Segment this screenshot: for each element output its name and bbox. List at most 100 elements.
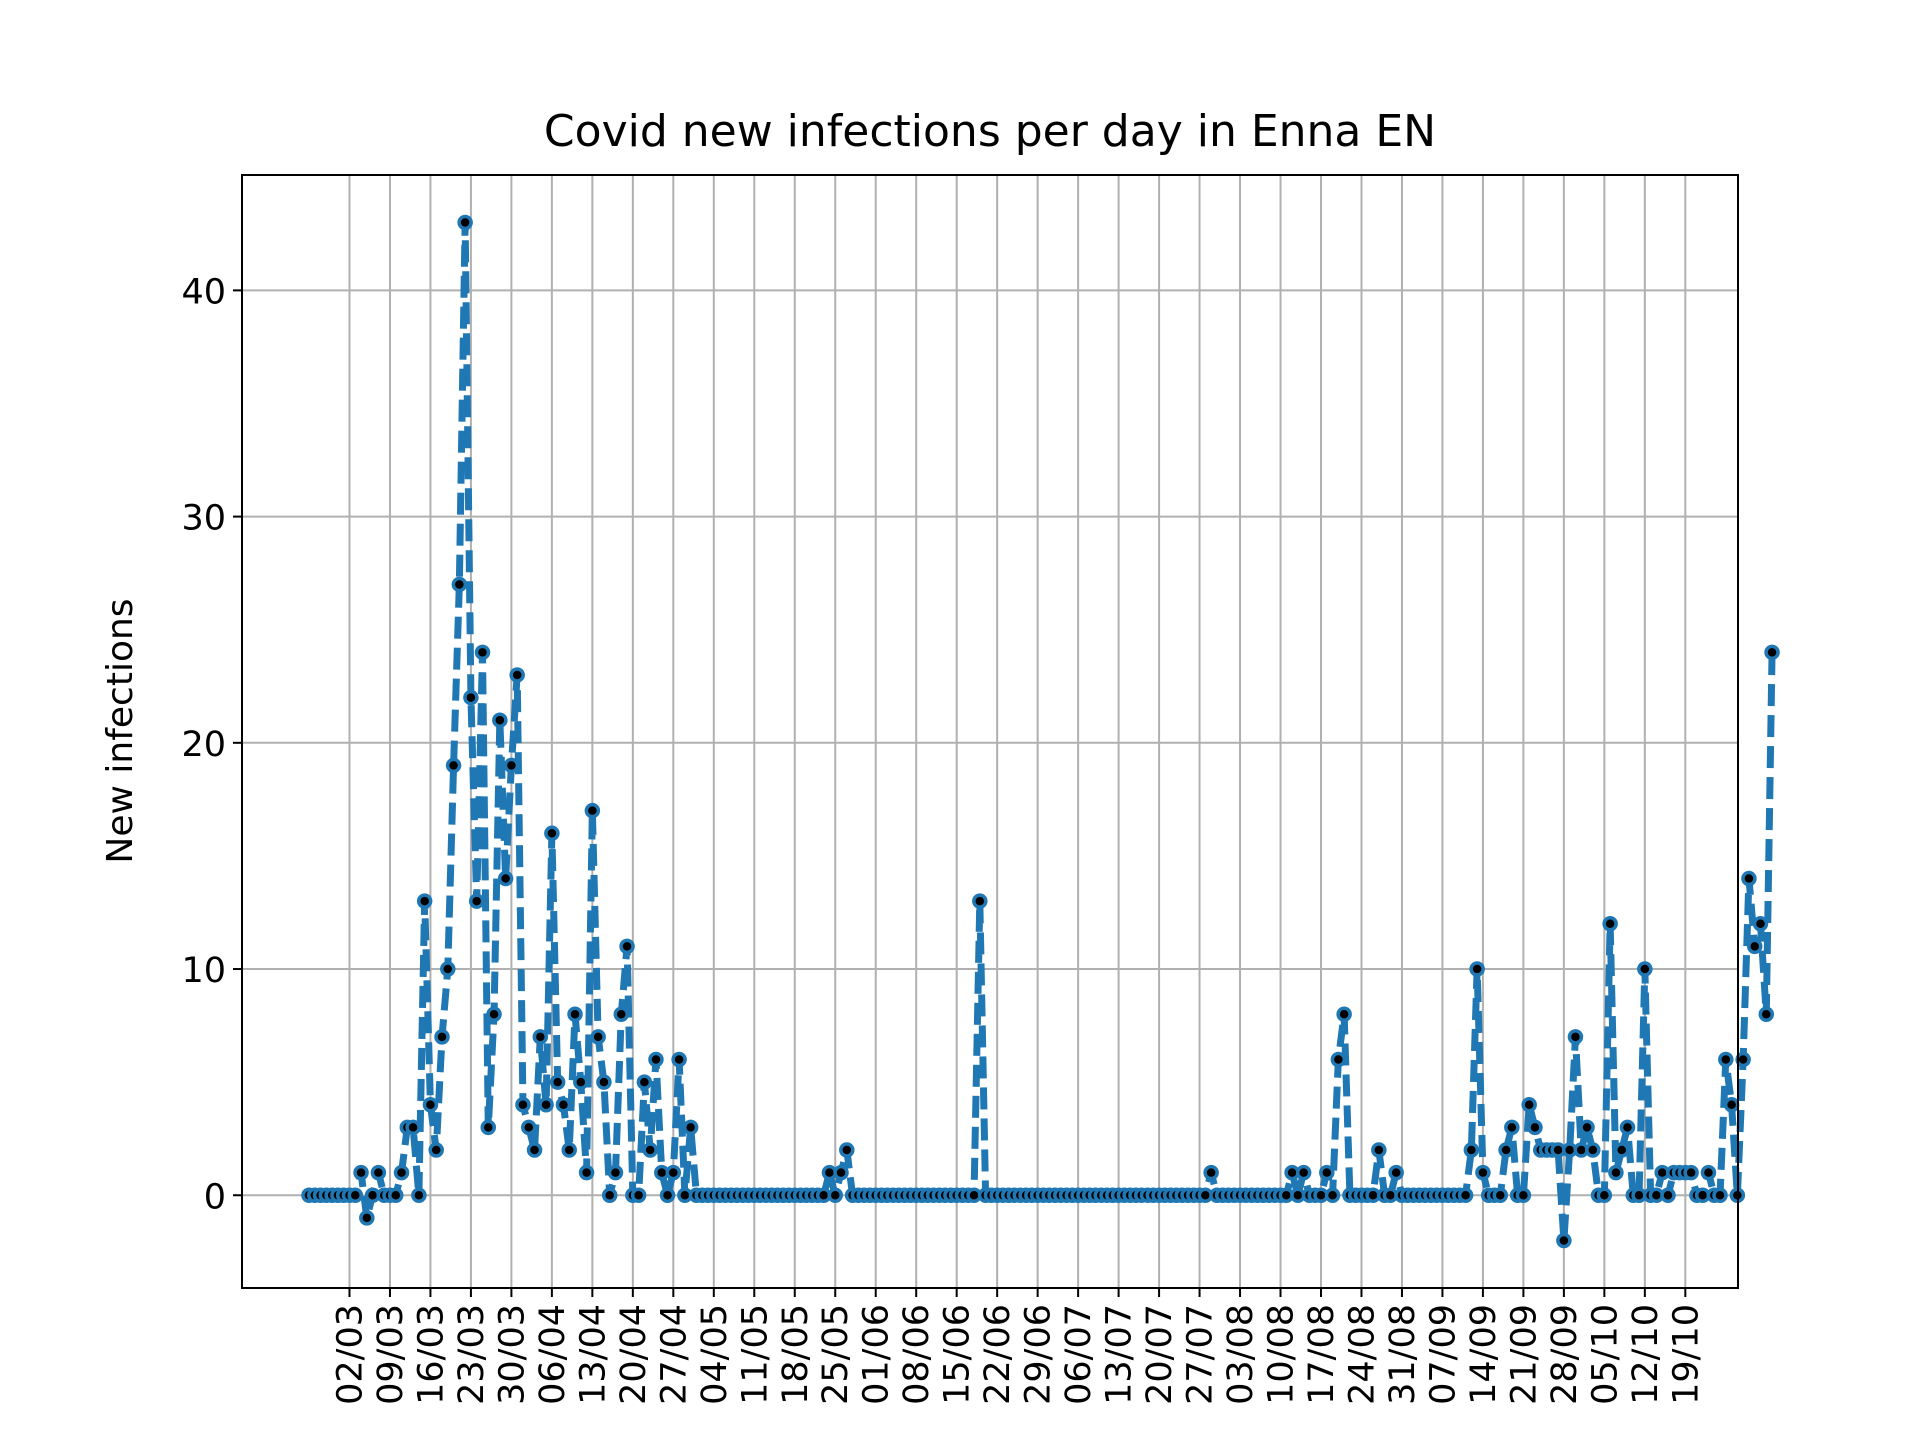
- x-tick-label: 07/09: [1423, 1304, 1463, 1405]
- data-point: [573, 1074, 589, 1090]
- x-tick-label: 13/07: [1100, 1304, 1140, 1405]
- data-point: [1764, 644, 1780, 661]
- x-tick-label: 31/08: [1383, 1304, 1423, 1405]
- data-point: [619, 938, 635, 955]
- data-point: [1683, 1164, 1699, 1181]
- data-point: [445, 757, 462, 774]
- x-tick-label: 25/05: [816, 1304, 856, 1405]
- x-tick-label: 09/03: [371, 1304, 411, 1405]
- data-point: [1752, 916, 1769, 932]
- data-point: [405, 1119, 421, 1136]
- data-point: [1469, 961, 1485, 977]
- data-point: [370, 1164, 387, 1181]
- data-point: [1475, 1164, 1491, 1181]
- x-tick-label: 11/05: [735, 1304, 775, 1405]
- x-tick-label: 06/07: [1059, 1304, 1099, 1405]
- x-tick-label: 23/03: [452, 1304, 492, 1405]
- data-point: [671, 1051, 687, 1068]
- data-point: [1457, 1187, 1474, 1203]
- data-point: [1492, 1187, 1509, 1203]
- data-point: [422, 1097, 439, 1113]
- data-point: [1700, 1164, 1717, 1181]
- data-point: [1746, 938, 1763, 955]
- data-point: [1660, 1187, 1676, 1203]
- x-tick-label: 04/05: [695, 1304, 735, 1405]
- data-point: [590, 1029, 606, 1045]
- x-tick-label: 02/03: [330, 1304, 370, 1405]
- data-point: [1596, 1187, 1613, 1203]
- x-tick-label: 14/09: [1464, 1304, 1504, 1405]
- x-tick-label: 12/10: [1626, 1304, 1666, 1405]
- data-point: [532, 1029, 549, 1045]
- x-tick-label: 28/09: [1545, 1304, 1585, 1405]
- data-point: [1637, 961, 1653, 977]
- data-point: [659, 1187, 676, 1203]
- data-point: [1712, 1187, 1728, 1203]
- data-point: [596, 1074, 612, 1090]
- data-point: [509, 667, 525, 683]
- data-point: [1613, 1142, 1630, 1158]
- data-point: [515, 1097, 531, 1113]
- data-point: [1498, 1142, 1514, 1158]
- y-tick-label: 30: [181, 499, 226, 539]
- data-point: [827, 1187, 843, 1203]
- y-tick-label: 10: [181, 951, 226, 991]
- plot-area-frame: [241, 174, 1739, 1289]
- x-tick-label: 30/03: [492, 1304, 532, 1405]
- data-point: [1741, 870, 1757, 887]
- data-point: [972, 893, 988, 909]
- x-tick-label: 18/05: [776, 1304, 816, 1405]
- data-point: [387, 1187, 404, 1203]
- data-point: [538, 1097, 554, 1113]
- x-tick-label: 27/07: [1181, 1304, 1221, 1405]
- data-point: [474, 644, 491, 661]
- data-point: [359, 1210, 375, 1226]
- data-point: [561, 1142, 577, 1158]
- data-point: [440, 961, 456, 977]
- data-point: [486, 1006, 502, 1023]
- data-point: [630, 1187, 647, 1203]
- data-point: [1295, 1164, 1312, 1181]
- x-tick-label: 29/06: [1019, 1304, 1059, 1405]
- data-point: [839, 1142, 855, 1158]
- data-point: [601, 1187, 618, 1203]
- data-point: [1619, 1119, 1636, 1136]
- x-tick-label: 27/04: [654, 1304, 694, 1405]
- data-point: [1504, 1119, 1520, 1136]
- x-tick-label: 10/08: [1262, 1304, 1302, 1405]
- data-point: [1585, 1142, 1601, 1158]
- data-point: [1324, 1187, 1341, 1203]
- data-point: [1515, 1187, 1532, 1203]
- data-point: [613, 1006, 630, 1023]
- data-point: [1203, 1164, 1219, 1181]
- data-point: [636, 1074, 653, 1090]
- x-tick-label: 20/07: [1140, 1304, 1180, 1405]
- data-point: [520, 1119, 537, 1136]
- data-point: [544, 825, 560, 842]
- x-tick-label: 21/09: [1504, 1304, 1544, 1405]
- y-tick-label: 0: [204, 1177, 226, 1217]
- data-point: [503, 757, 520, 774]
- data-point: [451, 576, 468, 593]
- data-point: [347, 1187, 364, 1203]
- data-point: [642, 1142, 658, 1158]
- data-point: [1319, 1164, 1335, 1181]
- data-point: [833, 1164, 849, 1181]
- data-point: [526, 1142, 543, 1158]
- x-tick-label: 05/10: [1585, 1304, 1625, 1405]
- y-tick-label: 40: [181, 272, 226, 312]
- x-tick-label: 13/04: [573, 1304, 613, 1405]
- data-point: [1336, 1006, 1352, 1023]
- data-point: [584, 802, 601, 819]
- data-point: [1330, 1051, 1347, 1068]
- data-point: [665, 1164, 682, 1181]
- data-point: [353, 1164, 369, 1181]
- x-tick-label: 03/08: [1221, 1304, 1261, 1405]
- data-point: [497, 870, 514, 887]
- x-tick-label: 19/10: [1666, 1304, 1706, 1405]
- data-point: [416, 893, 433, 909]
- chart-title: Covid new infections per day in Enna EN: [544, 106, 1436, 157]
